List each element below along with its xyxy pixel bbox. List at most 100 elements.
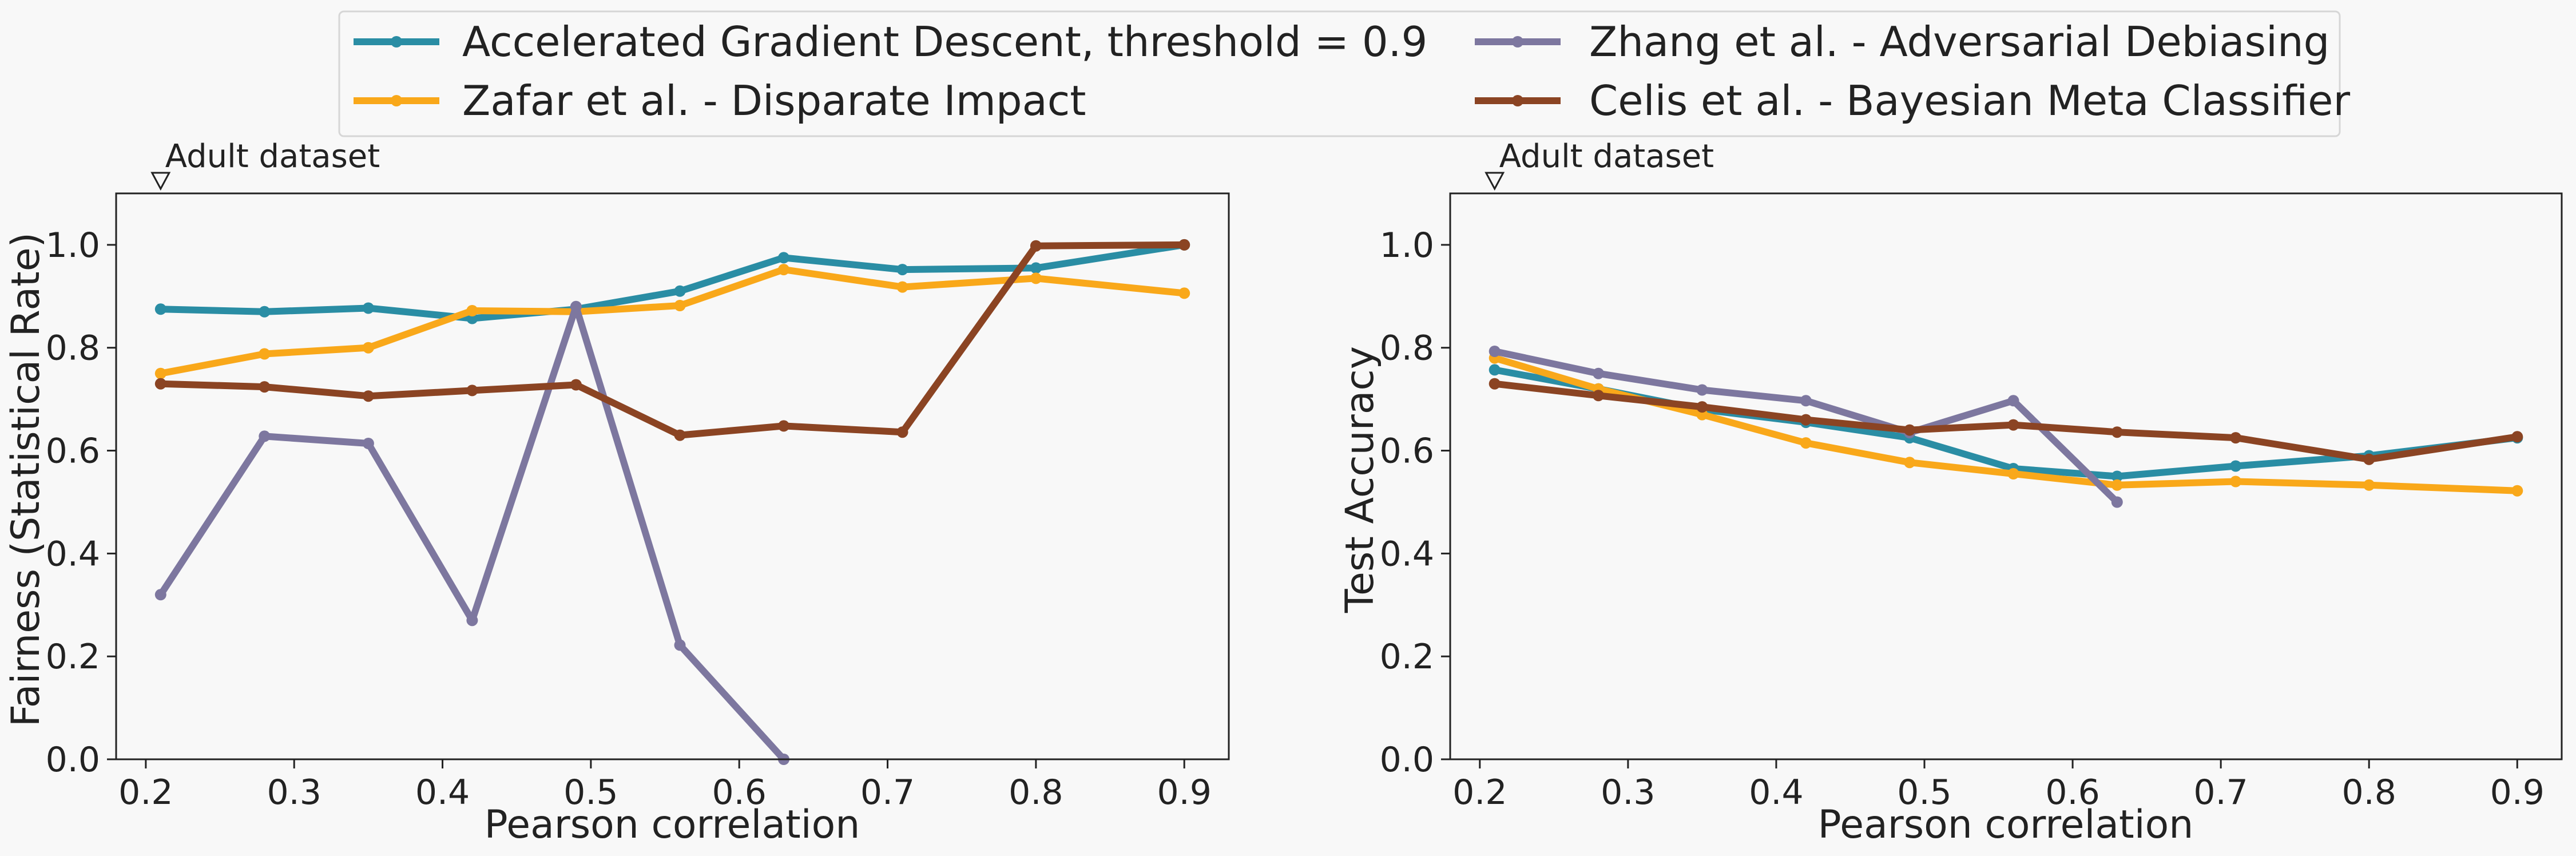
fairness-series-zhang-line <box>157 303 787 763</box>
accuracy-series-agd-point <box>2230 460 2242 472</box>
fairness-y-tick-label: 0.4 <box>46 534 100 574</box>
fairness-series-zhang-point <box>570 300 582 312</box>
fairness-series-celis-point <box>1030 240 1042 252</box>
fairness-series-agd-point <box>674 285 686 297</box>
fairness-series-celis-point <box>570 379 582 391</box>
accuracy-x-tick-label: 0.5 <box>1897 772 1951 813</box>
legend-label-agd: Accelerated Gradient Descent, threshold … <box>462 18 1427 66</box>
accuracy-series-celis-point <box>1800 414 1812 426</box>
accuracy-series-zafar-point <box>1904 457 1916 469</box>
fairness-series-celis-point <box>154 378 166 390</box>
accuracy-series-celis-point <box>1696 401 1708 413</box>
fairness-series-zhang-point <box>362 438 374 449</box>
fairness-series-zafar-point <box>154 367 166 379</box>
fairness-series-agd-point <box>362 302 374 314</box>
fairness-x-axis-label: Pearson correlation <box>485 802 860 847</box>
accuracy-x-tick-label: 0.2 <box>1452 772 1507 813</box>
fairness-series-zhang-point <box>674 639 686 651</box>
legend-label-zafar: Zafar et al. - Disparate Impact <box>462 77 1086 125</box>
accuracy-series-celis-point <box>2230 432 2242 444</box>
fairness-series-celis-point <box>1178 239 1190 251</box>
accuracy-annotation-marker <box>1485 172 1505 191</box>
accuracy-y-tick-label: 0.0 <box>1380 740 1434 780</box>
accuracy-panel: 0.2 0.3 0.4 0.5 0.6 0.7 0.8 0.9 0.0 0.2 0.4 0.6 0.8… <box>1337 138 2563 847</box>
accuracy-series-celis-point <box>2007 419 2019 431</box>
fairness-series-zafar-point <box>1030 272 1042 284</box>
accuracy-x-tick-label: 0.4 <box>1749 772 1803 813</box>
accuracy-y-axis: 0.0 0.2 0.4 0.6 0.8 1.0 <box>1380 225 1450 780</box>
accuracy-y-tick-label: 0.2 <box>1380 637 1434 677</box>
fairness-y-axis-label: Fairness (Statistical Rate) <box>3 232 49 727</box>
accuracy-series-celis-point <box>2111 426 2123 438</box>
accuracy-y-tick-label: 1.0 <box>1380 225 1434 265</box>
fairness-annotation: Adult dataset <box>150 138 380 191</box>
accuracy-annotation-label: Adult dataset <box>1499 138 1714 175</box>
accuracy-series-zhang-point <box>2007 395 2019 407</box>
accuracy-series-zafar-point <box>2007 468 2019 479</box>
fairness-series-zafar-point <box>1178 287 1190 299</box>
fairness-series-celis-point <box>896 426 908 438</box>
fairness-series-zhang-point <box>154 589 166 601</box>
fairness-series-celis-point <box>674 429 686 441</box>
fairness-series-zafar-point <box>466 305 478 316</box>
fairness-series-celis-point <box>259 381 271 393</box>
fairness-series-zhang-point <box>259 430 271 442</box>
fairness-series-celis-line <box>157 241 1188 439</box>
accuracy-series-zafar-point <box>1800 437 1812 449</box>
accuracy-y-tick-label: 0.6 <box>1380 431 1434 471</box>
fairness-x-tick-label: 0.2 <box>118 772 173 813</box>
fairness-x-tick-label: 0.9 <box>1157 772 1211 813</box>
fairness-x-tick-label: 0.5 <box>563 772 618 813</box>
fairness-series-zafar-point <box>674 300 686 311</box>
fairness-panel: 0.2 0.3 0.4 0.5 0.6 0.7 0.8 0.9 0.0 0.2 0.4 0.6 0.8… <box>3 138 1230 847</box>
accuracy-series-celis-point <box>2363 453 2375 465</box>
legend-item-zhang: Zhang et al. - Adversarial Debiasing <box>1475 18 2329 66</box>
accuracy-x-axis-label: Pearson correlation <box>1818 802 2194 847</box>
fairness-series-agd-point <box>154 303 166 315</box>
accuracy-series-celis-point <box>1904 424 1916 436</box>
fairness-y-tick-label: 1.0 <box>46 225 100 265</box>
accuracy-x-tick-label: 0.9 <box>2490 772 2545 813</box>
fairness-annotation-label: Adult dataset <box>165 138 380 175</box>
legend-marker-zafar <box>391 95 402 106</box>
accuracy-series-zhang-point <box>1593 367 1605 379</box>
legend-marker-zhang <box>1512 36 1523 47</box>
legend-item-agd: Accelerated Gradient Descent, threshold … <box>354 18 1427 66</box>
fairness-series-zafar-point <box>362 342 374 354</box>
fairness-series-agd-point <box>778 252 789 264</box>
legend: Accelerated Gradient Descent, threshold … <box>338 10 2350 137</box>
fairness-x-tick-label: 0.6 <box>712 772 766 813</box>
accuracy-series-zafar-point <box>2111 479 2123 491</box>
accuracy-y-tick-label: 0.4 <box>1380 534 1434 574</box>
accuracy-series-zafar-point <box>2363 479 2375 491</box>
accuracy-series-zafar-point <box>2230 475 2242 488</box>
fairness-series-zafar-point <box>896 281 908 293</box>
accuracy-series-zhang-point <box>1696 384 1708 396</box>
fairness-x-tick-label: 0.4 <box>415 772 470 813</box>
legend-label-celis: Celis et al. - Bayesian Meta Classifier <box>1589 77 2350 125</box>
accuracy-y-axis-label: Test Accuracy <box>1337 346 1383 613</box>
fairness-series-zafar-point <box>778 264 789 276</box>
fairness-x-tick-label: 0.3 <box>267 772 321 813</box>
accuracy-series-zafar-point <box>2511 485 2523 497</box>
accuracy-x-tick-label: 0.7 <box>2193 772 2248 813</box>
fairness-y-tick-label: 0.6 <box>46 431 100 471</box>
legend-marker-celis <box>1512 95 1523 106</box>
fairness-series-zafar-line <box>157 266 1188 377</box>
fairness-series-agd-line <box>157 241 1188 322</box>
accuracy-series-agd-point <box>2111 470 2123 482</box>
fairness-y-tick-label: 0.0 <box>46 740 100 780</box>
accuracy-series-zhang-point <box>2111 496 2123 508</box>
accuracy-series-celis-point <box>1593 390 1605 402</box>
accuracy-plot-frame <box>1449 192 2563 760</box>
fairness-x-tick-label: 0.7 <box>860 772 915 813</box>
fairness-plot-frame <box>115 192 1230 760</box>
accuracy-series-celis-point <box>2511 431 2523 443</box>
fairness-annotation-marker <box>150 172 171 191</box>
accuracy-x-tick-label: 0.3 <box>1601 772 1655 813</box>
fairness-x-tick-label: 0.8 <box>1009 772 1063 813</box>
accuracy-x-axis: 0.2 0.3 0.4 0.5 0.6 0.7 0.8 0.9 <box>1452 759 2545 813</box>
legend-item-zafar: Zafar et al. - Disparate Impact <box>354 77 1086 125</box>
fairness-series-celis-point <box>466 385 478 397</box>
